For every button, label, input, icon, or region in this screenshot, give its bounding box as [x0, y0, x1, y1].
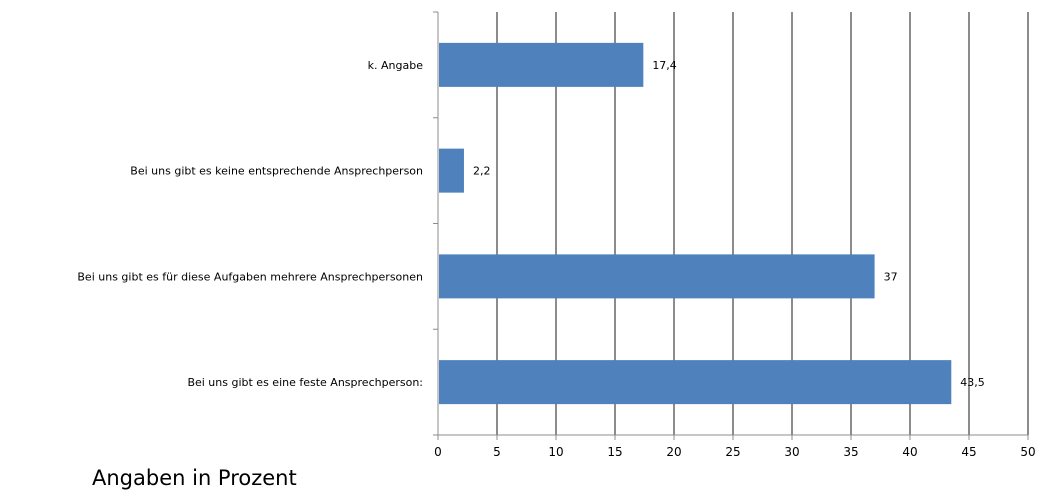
category-label: Bei uns gibt es eine feste Ansprechperso… [187, 376, 423, 389]
category-label: Bei uns gibt es keine entsprechende Ansp… [130, 165, 423, 178]
bars [439, 42, 952, 405]
chart-caption: Angaben in Prozent [92, 466, 297, 490]
bar [439, 42, 644, 87]
x-tick-label: 10 [548, 445, 563, 459]
x-tick-label: 50 [1020, 445, 1035, 459]
x-tick-label: 45 [961, 445, 976, 459]
labels: 0 5 10 15 20 25 30 35 40 45 50 k. Angabe 17,4 Bei uns… [77, 59, 1035, 459]
x-tick-label: 5 [493, 445, 501, 459]
x-tick-label: 20 [666, 445, 681, 459]
category-label: k. Angabe [368, 59, 424, 72]
data-label: 17,4 [652, 59, 677, 72]
x-tick-label: 0 [434, 445, 442, 459]
bar [439, 360, 952, 405]
x-tick-label: 35 [843, 445, 858, 459]
category-label: Bei uns gibt es für diese Aufgaben mehre… [77, 270, 423, 283]
x-tick-label: 25 [725, 445, 740, 459]
x-tick-label: 30 [784, 445, 799, 459]
bar [439, 148, 464, 193]
x-tick-label: 40 [902, 445, 917, 459]
data-label: 2,2 [473, 165, 491, 178]
data-label: 37 [884, 270, 898, 283]
bar [439, 254, 875, 299]
x-tick-label: 15 [607, 445, 622, 459]
data-label: 43,5 [960, 376, 985, 389]
axes [433, 11, 1029, 440]
